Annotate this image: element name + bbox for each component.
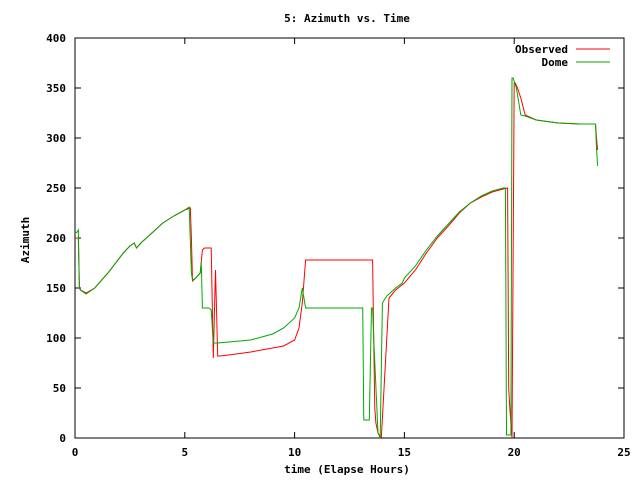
y-tick-label: 350 (46, 82, 66, 95)
legend-label-dome: Dome (542, 56, 569, 69)
series-line-observed (75, 82, 599, 440)
y-tick-label: 300 (46, 132, 66, 145)
y-tick-label: 250 (46, 182, 66, 195)
legend-label-observed: Observed (515, 43, 568, 56)
x-tick-label: 15 (398, 446, 411, 459)
series-line-dome (74, 77, 599, 439)
x-tick-label: 0 (72, 446, 79, 459)
y-tick-label: 150 (46, 282, 66, 295)
y-axis: 0 50 100 150 200 250 300 350 400 (46, 32, 624, 445)
y-tick-label: 50 (53, 382, 66, 395)
x-tick-label: 10 (288, 446, 301, 459)
y-tick-label: 200 (46, 232, 66, 245)
y-tick-label: 400 (46, 32, 66, 45)
x-tick-label: 5 (181, 446, 188, 459)
y-axis-label: Azimuth (19, 217, 32, 263)
series-layer (74, 77, 599, 440)
x-tick-label: 25 (617, 446, 630, 459)
chart-title: 5: Azimuth vs. Time (284, 12, 410, 25)
x-axis-label: time (Elapse Hours) (284, 463, 410, 476)
y-tick-label: 0 (59, 432, 66, 445)
x-tick-label: 20 (508, 446, 521, 459)
plot-frame (74, 37, 625, 439)
x-axis: 0 5 10 15 20 25 (72, 38, 631, 459)
y-tick-label: 100 (46, 332, 66, 345)
